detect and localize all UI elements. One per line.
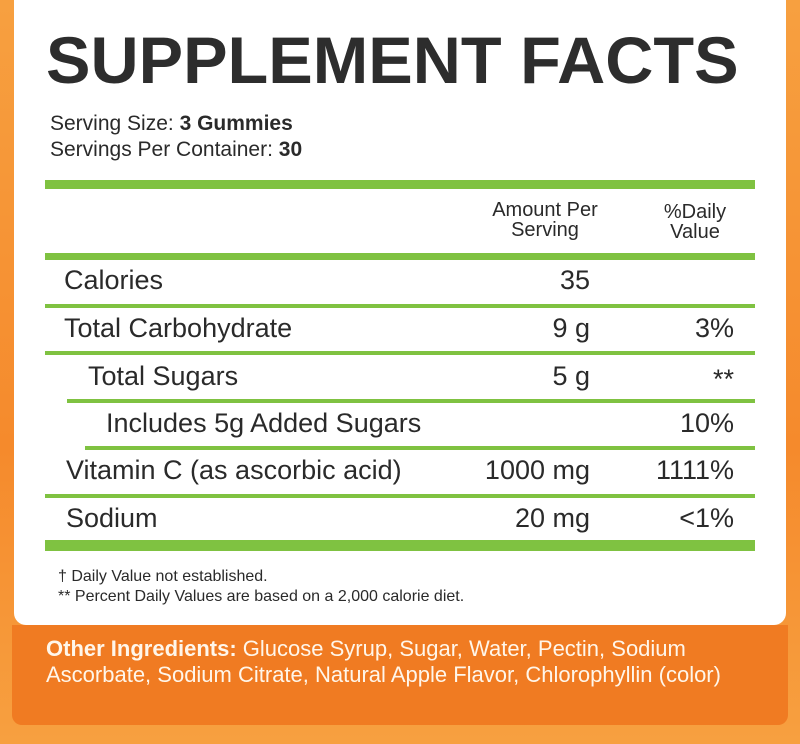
row-total-sugars: Total Sugars	[88, 361, 239, 391]
other-ingredients-text: Glucose Syrup, Sugar, Water, Pectin, Sod…	[46, 636, 721, 687]
sodium-dv: <1%	[679, 503, 734, 533]
carb-dv: 3%	[694, 313, 734, 343]
page-title: SUPPLEMENT FACTS	[46, 23, 739, 97]
servings-per-container: Servings Per Container: 30	[50, 138, 302, 162]
footnote-dagger: † Daily Value not established.	[58, 568, 268, 585]
dv-header-line2: Value	[670, 221, 720, 243]
dv-header-line1: %Daily	[663, 201, 727, 223]
facts-panel	[14, 0, 786, 625]
divider	[45, 351, 755, 355]
other-ingredients-label: Other Ingredients:	[46, 636, 237, 661]
servings-value: 30	[278, 138, 303, 161]
divider-thick	[45, 540, 755, 551]
divider	[45, 494, 755, 498]
sugars-amount: 5 g	[552, 361, 590, 391]
calories-amount: 35	[559, 265, 590, 295]
amount-header: Amount Per Serving	[470, 200, 620, 240]
row-added-sugars: Includes 5g Added Sugars	[106, 408, 422, 438]
carb-amount: 9 g	[552, 313, 590, 343]
servings-label: Servings Per Container:	[50, 138, 273, 161]
footnote-percent: ** Percent Daily Values are based on a 2…	[58, 588, 465, 605]
serving-size: Serving Size: 3 Gummies	[50, 112, 293, 136]
added-sugars-dv: 10%	[679, 408, 734, 438]
other-ingredients: Other Ingredients: Glucose Syrup, Sugar,…	[46, 636, 766, 688]
amount-header-line1: Amount Per	[492, 199, 598, 221]
ingredients-panel	[12, 625, 788, 725]
dv-header: %Daily Value	[640, 202, 750, 242]
sugars-dv: **	[712, 364, 734, 394]
divider	[67, 399, 755, 403]
amount-header-line2: Serving	[511, 219, 579, 241]
sodium-amount: 20 mg	[514, 503, 590, 533]
vitamin-c-dv: 1111%	[655, 455, 734, 485]
divider-thick	[45, 180, 755, 189]
divider	[45, 253, 755, 260]
divider	[45, 304, 755, 308]
row-vitamin-c: Vitamin C (as ascorbic acid)	[66, 455, 402, 485]
row-calories: Calories	[64, 265, 164, 295]
row-total-carbohydrate: Total Carbohydrate	[64, 313, 293, 343]
serving-size-value: 3 Gummies	[179, 112, 293, 135]
row-sodium: Sodium	[66, 503, 158, 533]
serving-size-label: Serving Size:	[50, 112, 174, 135]
divider	[85, 446, 755, 450]
vitamin-c-amount: 1000 mg	[484, 455, 590, 485]
